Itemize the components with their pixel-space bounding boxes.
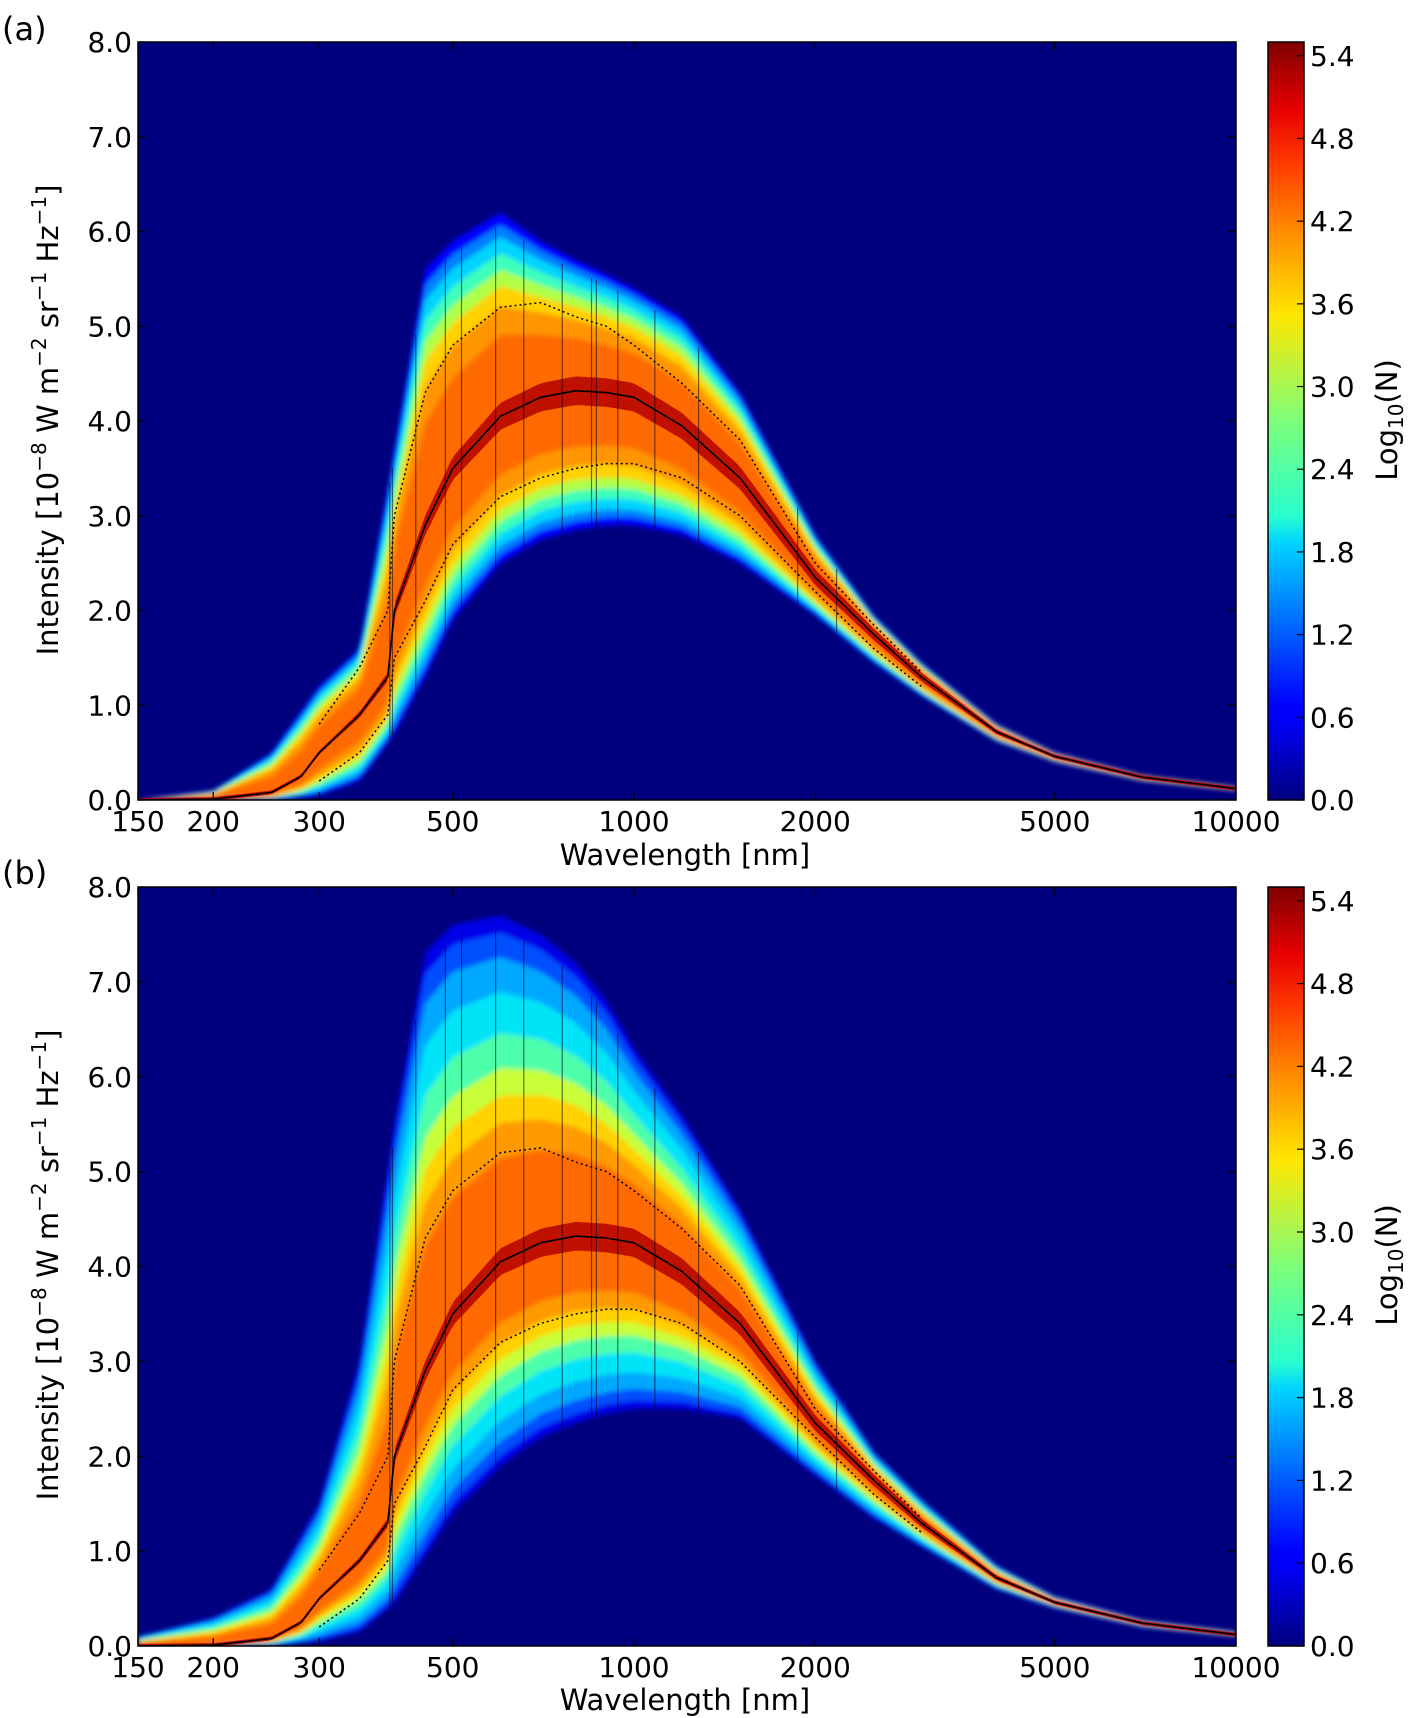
x-tick-label: 500 <box>426 805 479 838</box>
y-axis-label-a: Intensity [10−8 W m−2 sr−1 Hz−1] <box>27 185 65 656</box>
density-layer <box>138 1119 1236 1646</box>
colorbar-tick-label: 0.0 <box>1310 1630 1355 1663</box>
y-tick-label: 6.0 <box>87 216 132 249</box>
y-axis-label-b: Intensity [10−8 W m−2 sr−1 Hz−1] <box>27 1030 65 1501</box>
y-tick-label: 7.0 <box>87 966 132 999</box>
x-tick-label: 2000 <box>780 805 851 838</box>
y-tick-label: 1.0 <box>87 689 132 722</box>
y-tick-label: 5.0 <box>87 1156 132 1189</box>
colorbar-tick-label: 4.2 <box>1310 205 1355 238</box>
colorbar-tick-label: 5.4 <box>1310 40 1355 73</box>
x-tick-label: 10000 <box>1191 1651 1280 1684</box>
colorbar-tick-label: 0.6 <box>1310 701 1355 734</box>
density-layer <box>138 1094 1236 1646</box>
x-tick-label: 2000 <box>780 1651 851 1684</box>
y-tick-label: 1.0 <box>87 1535 132 1568</box>
x-tick-label: 200 <box>186 1651 239 1684</box>
median-curve <box>138 389 1236 800</box>
y-tick-label: 5.0 <box>87 310 132 343</box>
x-tick-label: 150 <box>111 805 164 838</box>
density-layer <box>138 1150 1236 1646</box>
x-tick-label: 5000 <box>1019 1651 1090 1684</box>
colorbar-tick-label: 4.8 <box>1310 122 1355 155</box>
colorbar-a: 0.0 0.6 1.2 1.8 2.4 3.0 3.6 4.2 4.8 5.4 <box>1267 40 1355 817</box>
plot-area-b <box>137 886 1237 1647</box>
density-band <box>138 915 1236 1646</box>
panel-label-a: (a) <box>2 10 47 48</box>
x-tick-label: 150 <box>111 1651 164 1684</box>
y-tick-label: 6.0 <box>87 1061 132 1094</box>
colorbar-tick-label: 3.6 <box>1310 1133 1355 1166</box>
colorbar-gradient <box>1267 886 1305 1647</box>
colorbar-tick-label: 1.2 <box>1310 619 1355 652</box>
x-tick-label: 300 <box>292 1651 345 1684</box>
x-tick-label: 300 <box>292 805 345 838</box>
x-axis-b: 150 200 300 500 1000 2000 5000 10000 <box>111 887 1281 1684</box>
lower-dotted-curve <box>318 462 922 782</box>
density-layer <box>138 253 1236 800</box>
y-tick-label: 0.0 <box>87 784 132 817</box>
upper-dotted-curve <box>318 301 922 725</box>
colorbar-tick-label: 1.2 <box>1310 1464 1355 1497</box>
y-tick-label: 4.0 <box>87 405 132 438</box>
x-tick-label: 200 <box>186 805 239 838</box>
median-curve <box>138 1235 1236 1646</box>
y-axis-b: 0.0 1.0 2.0 3.0 4.0 5.0 6.0 7.0 8.0 <box>87 871 1236 1663</box>
density-band <box>138 213 1236 800</box>
y-tick-label: 2.0 <box>87 595 132 628</box>
x-axis-label-b: Wavelength [nm] <box>560 1683 811 1717</box>
y-tick-label: 8.0 <box>87 871 132 904</box>
x-axis-a: 150 200 300 500 1000 2000 5000 10000 <box>111 42 1281 838</box>
y-tick-label: 3.0 <box>87 500 132 533</box>
lower-dotted-curve <box>318 1308 922 1628</box>
colorbar-label-a: Log10(N) <box>1370 359 1408 481</box>
y-tick-label: 7.0 <box>87 121 132 154</box>
x-tick-label: 5000 <box>1019 805 1090 838</box>
y-axis-a: 0.0 1.0 2.0 3.0 4.0 5.0 6.0 7.0 8.0 <box>87 26 1236 817</box>
panel-b: (b) 150 200 300 500 1000 2000 5000 10000 0.0 1.0… <box>2 854 1408 1717</box>
colorbar-tick-label: 3.0 <box>1310 371 1355 404</box>
y-tick-label: 3.0 <box>87 1345 132 1378</box>
colorbar-tick-label: 0.6 <box>1310 1547 1355 1580</box>
colorbar-tick-label: 4.8 <box>1310 968 1355 1001</box>
panel-a: (a) 150 200 300 500 1000 2000 5000 10000 0.0 1.0… <box>2 10 1408 872</box>
colorbar-tick-label: 1.8 <box>1310 536 1355 569</box>
x-tick-label: 10000 <box>1191 805 1280 838</box>
colorbar-gradient <box>1267 41 1305 801</box>
plot-area-a <box>137 41 1237 801</box>
colorbar-tick-label: 0.0 <box>1310 784 1355 817</box>
y-tick-label: 8.0 <box>87 26 132 59</box>
colorbar-b: 0.0 0.6 1.2 1.8 2.4 3.0 3.6 4.2 4.8 5.4 <box>1267 885 1355 1663</box>
x-tick-label: 1000 <box>598 1651 669 1684</box>
y-tick-label: 4.0 <box>87 1251 132 1284</box>
colorbar-tick-label: 2.4 <box>1310 453 1355 486</box>
x-axis-label-a: Wavelength [nm] <box>560 838 811 872</box>
colorbar-tick-label: 4.2 <box>1310 1050 1355 1083</box>
panel-label-b: (b) <box>2 854 47 892</box>
density-layer <box>138 1067 1236 1646</box>
x-tick-label: 500 <box>426 1651 479 1684</box>
colorbar-tick-label: 3.0 <box>1310 1216 1355 1249</box>
colorbar-tick-label: 5.4 <box>1310 885 1355 918</box>
colorbar-tick-label: 1.8 <box>1310 1382 1355 1415</box>
upper-dotted-curve <box>318 1147 922 1571</box>
colorbar-tick-label: 3.6 <box>1310 288 1355 321</box>
colorbar-label-b: Log10(N) <box>1370 1204 1408 1326</box>
colorbar-tick-label: 2.4 <box>1310 1299 1355 1332</box>
x-tick-label: 1000 <box>598 805 669 838</box>
y-tick-label: 0.0 <box>87 1630 132 1663</box>
y-tick-label: 2.0 <box>87 1440 132 1473</box>
